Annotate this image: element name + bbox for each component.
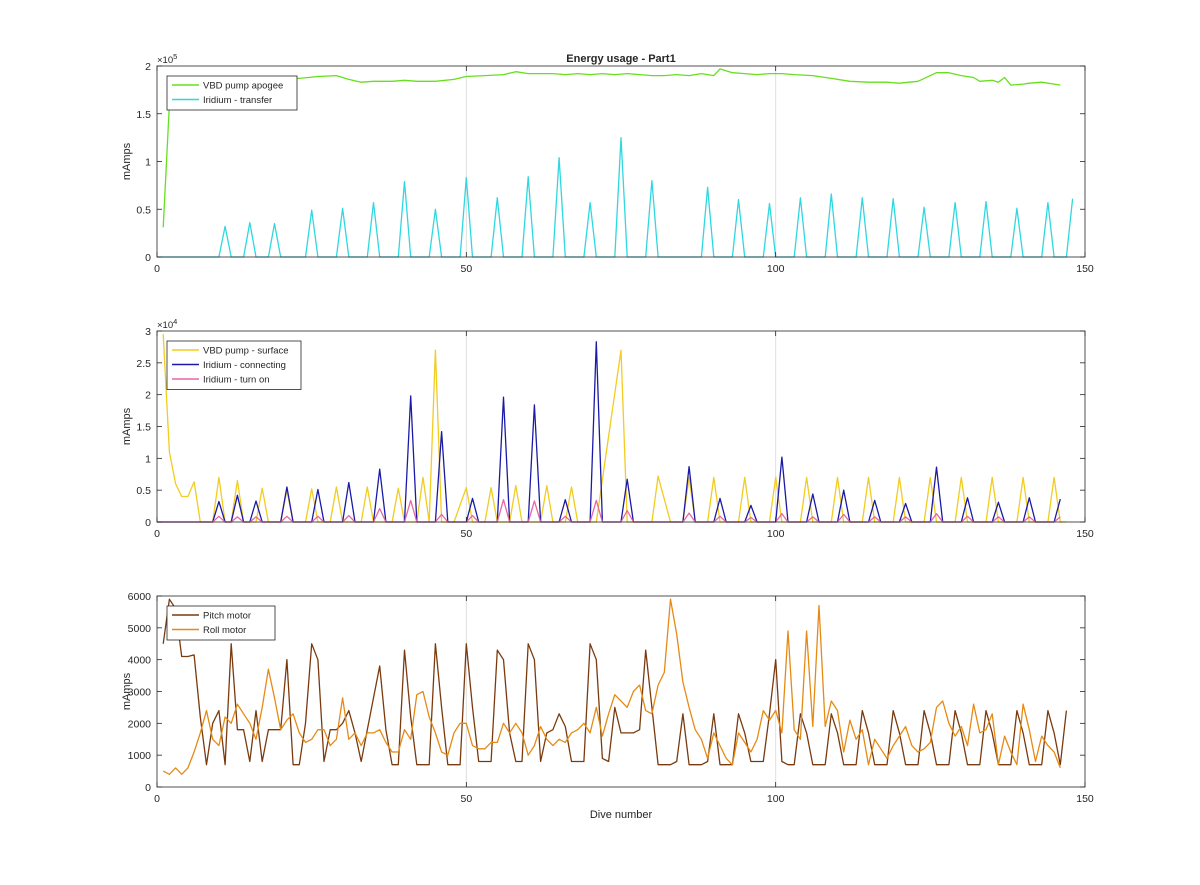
y-tick-label: 1.5: [136, 422, 151, 434]
x-tick-label: 50: [460, 793, 472, 805]
chart-title: Energy usage - Part1: [566, 53, 675, 65]
chart-panel-1: 0 50 100 150 0 0.5 1 1.5 2 ×105 mAmps Energy usage …: [121, 52, 1094, 275]
x-tick-label: 0: [154, 528, 160, 540]
x-axis-label: Dive number: [590, 809, 653, 821]
y-tick-label: 5000: [128, 623, 152, 635]
y-tick-label: 3000: [128, 687, 152, 699]
x-tick-label: 150: [1076, 263, 1094, 275]
y-tick-label: 2.5: [136, 358, 151, 370]
y-axis-label: mAmps: [121, 672, 133, 710]
y-tick-label: 2000: [128, 718, 152, 730]
legend-label: Iridium - connecting: [203, 360, 286, 371]
y-tick-label: 2: [145, 61, 151, 73]
y-tick-label: 1000: [128, 750, 152, 762]
legend-box: [166, 605, 276, 641]
y-tick-label: 4000: [128, 655, 152, 667]
y-tick-label: 0: [145, 517, 151, 529]
legend-label: Pitch motor: [203, 611, 251, 622]
legend: VBD pump apogee Iridium - transfer: [166, 75, 298, 111]
x-tick-label: 150: [1076, 793, 1094, 805]
series-line-1: [162, 68, 1061, 228]
y-tick-label: 1: [145, 453, 151, 465]
y-tick-label: 2: [145, 390, 151, 402]
y-tick-label: 1: [145, 157, 151, 169]
legend-label: Roll motor: [203, 625, 246, 636]
chart-panel-2: 0 50 100 150 0 0.5 1 1.5 2 2.5 3 ×104 mAmps VBD pump …: [121, 317, 1094, 540]
legend-label: VBD pump - surface: [203, 346, 289, 357]
axis-exponent-label: ×104: [157, 317, 177, 331]
y-tick-label: 1.5: [136, 109, 151, 121]
legend-label: Iridium - turn on: [203, 375, 270, 386]
y-tick-label: 0: [145, 252, 151, 264]
series-line-1: [162, 598, 1068, 766]
x-tick-label: 0: [154, 263, 160, 275]
legend: VBD pump - surface Iridium - connecting Ir…: [166, 340, 302, 390]
legend-label: VBD pump apogee: [203, 81, 283, 92]
x-tick-label: 150: [1076, 528, 1094, 540]
chart-panel-3: 0 50 100 150 0 1000 2000 3000 4000 5000 6000 mAmps D…: [121, 591, 1094, 821]
y-tick-label: 6000: [128, 591, 152, 603]
y-axis-label: mAmps: [121, 142, 133, 180]
legend-box: [166, 75, 298, 111]
y-tick-label: 0.5: [136, 204, 151, 216]
legend-label: Iridium - transfer: [203, 95, 272, 106]
x-tick-label: 100: [767, 263, 785, 275]
y-tick-label: 0: [145, 782, 151, 794]
x-tick-label: 0: [154, 793, 160, 805]
x-tick-label: 50: [460, 263, 472, 275]
y-tick-label: 3: [145, 326, 151, 338]
series-line-2: [162, 598, 1061, 775]
x-tick-label: 50: [460, 528, 472, 540]
plot-area: [157, 596, 1085, 787]
y-tick-label: 0.5: [136, 485, 151, 497]
y-axis-label: mAmps: [121, 407, 133, 445]
axis-exponent-label: ×105: [157, 52, 177, 66]
legend: Pitch motor Roll motor: [166, 605, 276, 641]
x-tick-label: 100: [767, 793, 785, 805]
x-tick-label: 100: [767, 528, 785, 540]
plot-area: [157, 66, 1085, 257]
